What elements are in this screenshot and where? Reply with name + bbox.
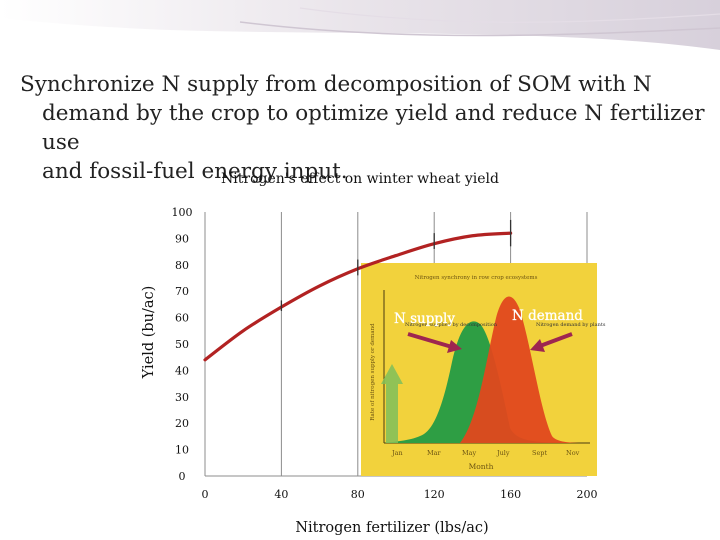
y-tick-label: 100: [172, 206, 193, 219]
n-supply-arrow-head-icon: [447, 340, 462, 353]
header-decoration: [0, 0, 720, 50]
y-tick-label: 40: [175, 364, 189, 377]
inset-legend-demand: Nitrogen demand by plants: [536, 322, 606, 328]
slide-title-line-3: and fossil-fuel energy input.: [42, 159, 348, 184]
chart-title: Nitrogen's effect on winter wheat yield: [221, 171, 499, 187]
n-demand-annotation: N demand: [512, 308, 583, 324]
y-tick-label: 20: [175, 417, 189, 430]
y-tick-label: 70: [175, 285, 189, 298]
annotations: N supply N demand: [394, 308, 583, 353]
inset-month-label: July: [496, 449, 510, 457]
n-supply-annotation: N supply: [394, 311, 455, 327]
chart-ticks: 0 10 20 30 40 50 60 70 80 90 100 0 40 80 120 160 200: [172, 206, 598, 501]
y-axis-label: Yield (bu/ac): [141, 286, 157, 380]
inset-month-label: Mar: [427, 449, 442, 457]
x-tick-label: 160: [500, 488, 521, 501]
chart-series: [203, 219, 513, 362]
slide-title: Synchronize N supply from decomposition …: [20, 70, 715, 186]
nitrogen-synchrony-inset: Nitrogen synchrony in row crop ecosystem…: [361, 263, 606, 476]
n-supply-arrow: [407, 332, 453, 349]
rising-arrow-icon: [381, 364, 403, 443]
x-tick-label: 80: [351, 488, 365, 501]
inset-month-label: Jan: [391, 449, 403, 457]
y-tick-label: 80: [175, 259, 189, 272]
inset-month-label: Sept: [532, 449, 547, 457]
inset-month-labels: Jan Mar May July Sept Nov: [391, 449, 580, 457]
x-tick-label: 40: [274, 488, 288, 501]
y-tick-label: 0: [179, 470, 186, 483]
n-demand-arrow: [539, 332, 573, 348]
inset-month-label: May: [462, 449, 477, 457]
n-supply-curve: [384, 321, 560, 443]
slide-title-line-1: Synchronize N supply from decomposition …: [20, 72, 652, 97]
x-tick-label: 0: [202, 488, 209, 501]
y-tick-label: 60: [175, 312, 189, 325]
y-tick-label: 30: [175, 391, 189, 404]
y-tick-label: 90: [175, 232, 189, 245]
x-tick-label: 120: [424, 488, 445, 501]
slide-title-line-2: demand by the crop to optimize yield and…: [42, 101, 705, 155]
n-demand-curve: [460, 296, 584, 443]
inset-legend-supply: Nitrogen supplied by decomposition: [405, 322, 498, 328]
inset-x-label: Month: [469, 462, 494, 471]
n-demand-arrow-head-icon: [530, 339, 545, 352]
y-tick-label: 10: [175, 444, 189, 457]
x-axis-label: Nitrogen fertilizer (lbs/ac): [295, 520, 488, 536]
inset-y-label: Rate of nitrogen supply or demand: [370, 323, 376, 421]
inset-title: Nitrogen synchrony in row crop ecosystem…: [415, 275, 538, 281]
x-tick-label: 200: [577, 488, 598, 501]
inset-month-label: Nov: [566, 449, 580, 457]
y-tick-label: 50: [175, 338, 189, 351]
